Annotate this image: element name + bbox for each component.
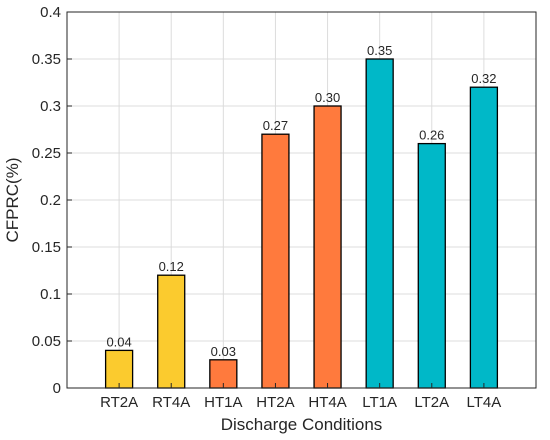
y-axis-label: CFPRC(%) [3,158,22,243]
data-label-lt1a: 0.35 [367,43,392,58]
data-label-lt2a: 0.26 [419,128,444,143]
bar-lt2a [417,142,446,389]
x-tick-label: HT2A [256,394,294,411]
x-tick-label: RT2A [100,394,138,411]
x-axis-ticks: RT2A RT4A HT1A HT2A HT4A LT1A LT2A LT4A [100,383,501,411]
bar-rt4a [157,274,186,389]
y-tick-label: 0.05 [32,333,61,350]
y-tick-label: 0.4 [40,4,61,21]
data-label-ht4a: 0.30 [315,90,340,105]
bar-ht2a [261,133,290,389]
data-label-lt4a: 0.32 [471,71,496,86]
y-tick-label: 0.3 [40,98,61,115]
y-axis-ticks: 0 0.05 0.1 0.15 0.2 0.25 0.3 0.35 0.4 [32,4,72,397]
y-tick-label: 0.2 [40,192,61,209]
x-axis-label: Discharge Conditions [221,415,383,434]
data-label-ht1a: 0.03 [211,344,236,359]
data-label-rt4a: 0.12 [159,259,184,274]
bar-ht4a [313,105,342,389]
x-tick-label: LT2A [414,394,449,411]
x-tick-label: LT4A [467,394,502,411]
data-labels-group: 0.04 0.12 0.03 0.27 0.30 0.35 0.26 0.32 [106,43,496,359]
y-tick-label: 0.25 [32,145,61,162]
plot-frame [66,11,537,389]
y-tick-label: 0.35 [32,51,61,68]
bar-lt4a [469,86,499,389]
data-label-ht2a: 0.27 [263,118,288,133]
y-tick-label: 0 [53,380,61,397]
data-label-rt2a: 0.04 [106,334,131,349]
y-tick-label: 0.15 [32,239,61,256]
y-tick-label: 0.1 [40,286,61,303]
x-tick-label: LT1A [362,394,397,411]
x-tick-label: RT4A [152,394,190,411]
bar-lt1a [365,58,394,389]
bar-rt2a [104,349,134,389]
bars-group [104,58,499,389]
x-tick-label: HT4A [308,394,346,411]
x-tick-label: HT1A [204,394,242,411]
